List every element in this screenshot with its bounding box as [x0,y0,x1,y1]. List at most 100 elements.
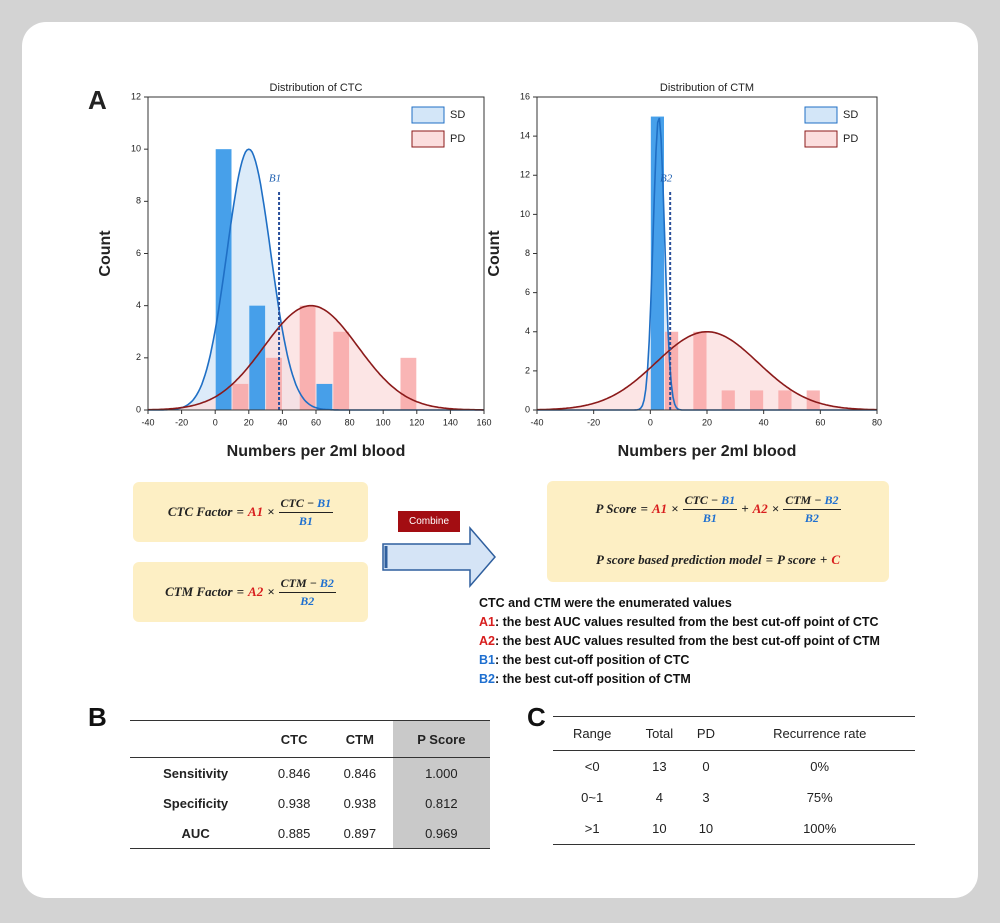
legend-swatch [804,106,838,124]
header-cell: CTC [261,720,327,758]
notes: CTC and CTM were the enumerated values A… [479,594,959,689]
x-tick-label: -40 [141,417,154,427]
table-row: Sensitivity 0.846 0.846 1.000 [130,757,490,788]
formula-text: A2 [248,584,264,599]
p-score-box [547,481,889,582]
ctc-factor-box: CTC Factor = A1 × CTC − B1 B1 [133,482,368,542]
bar [721,390,735,410]
y-tick-label: 8 [525,248,530,258]
panel-label: A [88,85,107,115]
formula-text: A2 [752,501,768,516]
y-tick-label: 14 [520,131,530,141]
formula-text: = [236,584,245,599]
note-text: : the best AUC values resulted from the … [494,634,880,648]
header-cell: Range [553,716,632,751]
table-row: Specificity 0.938 0.938 0.812 [130,788,490,818]
table-cell: <0 [584,759,600,774]
bar [665,331,679,410]
table-cell: 0.938 [277,795,311,811]
fit-area [537,331,877,410]
table-cell: 3 [702,790,710,805]
fraction: CTM − B2 B2 [278,575,336,609]
table-cell: 75% [806,790,833,805]
formula-text: = [236,504,244,519]
fit-curve [148,304,484,411]
x-axis-label: Numbers per 2ml blood [618,443,797,460]
x-tick-label: 60 [311,417,321,427]
formula-text: CTM − [785,492,822,507]
formula-text: B1 [721,492,736,507]
bar [400,357,417,410]
table-row: >1 10 10 100% [553,813,915,845]
x-tick-label: 80 [872,417,882,427]
histogram: B2 0 2 4 6 8 10 12 14 16 -40 -20 0 20 40 60 80 Distributi… [486,82,882,460]
formula-text: P Score [595,501,637,516]
formula-text: CTC − [280,495,315,510]
formula-text: × [771,501,780,516]
table-cell: 4 [655,790,664,805]
legend-label: SD [843,109,858,121]
bar [778,390,792,410]
formula-text: P score [777,552,816,567]
fraction: CTC − B1 B1 [278,495,334,529]
table-row: AUC 0.885 0.897 0.969 [130,818,490,849]
note-text: : the best cut-off position of CTC [494,653,690,667]
table-cell: 0.885 [277,825,311,841]
x-tick-label: 40 [759,417,769,427]
x-tick-label: 140 [443,417,458,427]
x-tick-label: -40 [530,417,543,427]
formula-text: B2 [804,510,819,525]
y-tick-label: 2 [136,352,141,362]
table-row: 0~1 4 3 75% [553,782,915,813]
legend-swatch [411,106,445,124]
y-axis-label: Count [97,230,114,277]
fit-area [148,305,484,410]
table-cell: 0.969 [392,818,490,849]
formula-text: B1 [702,510,717,525]
x-tick-label: 160 [476,417,491,427]
note-item: A1: the best AUC values resulted from th… [479,613,959,632]
x-tick-label: 20 [702,417,712,427]
x-tick-label: 80 [345,417,355,427]
legend-swatch [804,130,838,148]
header-cell [130,720,262,758]
table-cell: 0.812 [392,788,490,818]
formula-text: B1 [317,495,332,510]
p-score-formula: P Score = A1 × CTC − B1 B1 + A2 × CTM − B… [547,483,889,535]
cutoff-label: B2 [660,172,673,184]
y-tick-label: 12 [131,91,141,101]
table-cell: 0 [702,759,710,774]
y-tick-label: 16 [520,91,530,101]
bar [266,357,282,410]
x-tick-label: -20 [587,417,600,427]
panel-label: C [527,702,546,732]
table-cell: 10 [652,821,667,836]
chart-title: Distribution of CTM [660,82,754,94]
model-formula: P score based prediction model = P score… [547,540,889,580]
header-row: Range Total PD Recurrence rate [553,716,915,751]
note-intro: CTC and CTM were the enumerated values [479,596,732,610]
table-cell: 0.897 [343,825,377,841]
formula-text: CTM Factor [165,584,233,599]
header-cell: Recurrence rate [724,716,915,751]
legend-label: PD [843,133,858,145]
panel-label: B [88,702,107,732]
note-key: A1 [479,615,495,629]
formula-text: B2 [300,593,315,608]
table-cell: 10 [698,821,714,836]
note-key: B2 [479,672,495,686]
header-cell: Total [631,716,688,751]
formula-text: B2 [319,575,334,590]
note-key: A2 [479,634,495,648]
fit-area [148,149,484,410]
table-cell: 0.846 [277,765,311,781]
y-tick-label: 2 [525,365,530,375]
formula-text: B2 [824,492,839,507]
formula-text: × [267,584,275,599]
formula-text: = [765,552,774,567]
x-tick-label: 20 [244,417,254,427]
header-cell: P Score [392,720,490,758]
histogram: B1 0 2 4 6 8 10 12 -40 -20 0 20 40 60 80 100 120 140 160 Di… [97,82,491,460]
